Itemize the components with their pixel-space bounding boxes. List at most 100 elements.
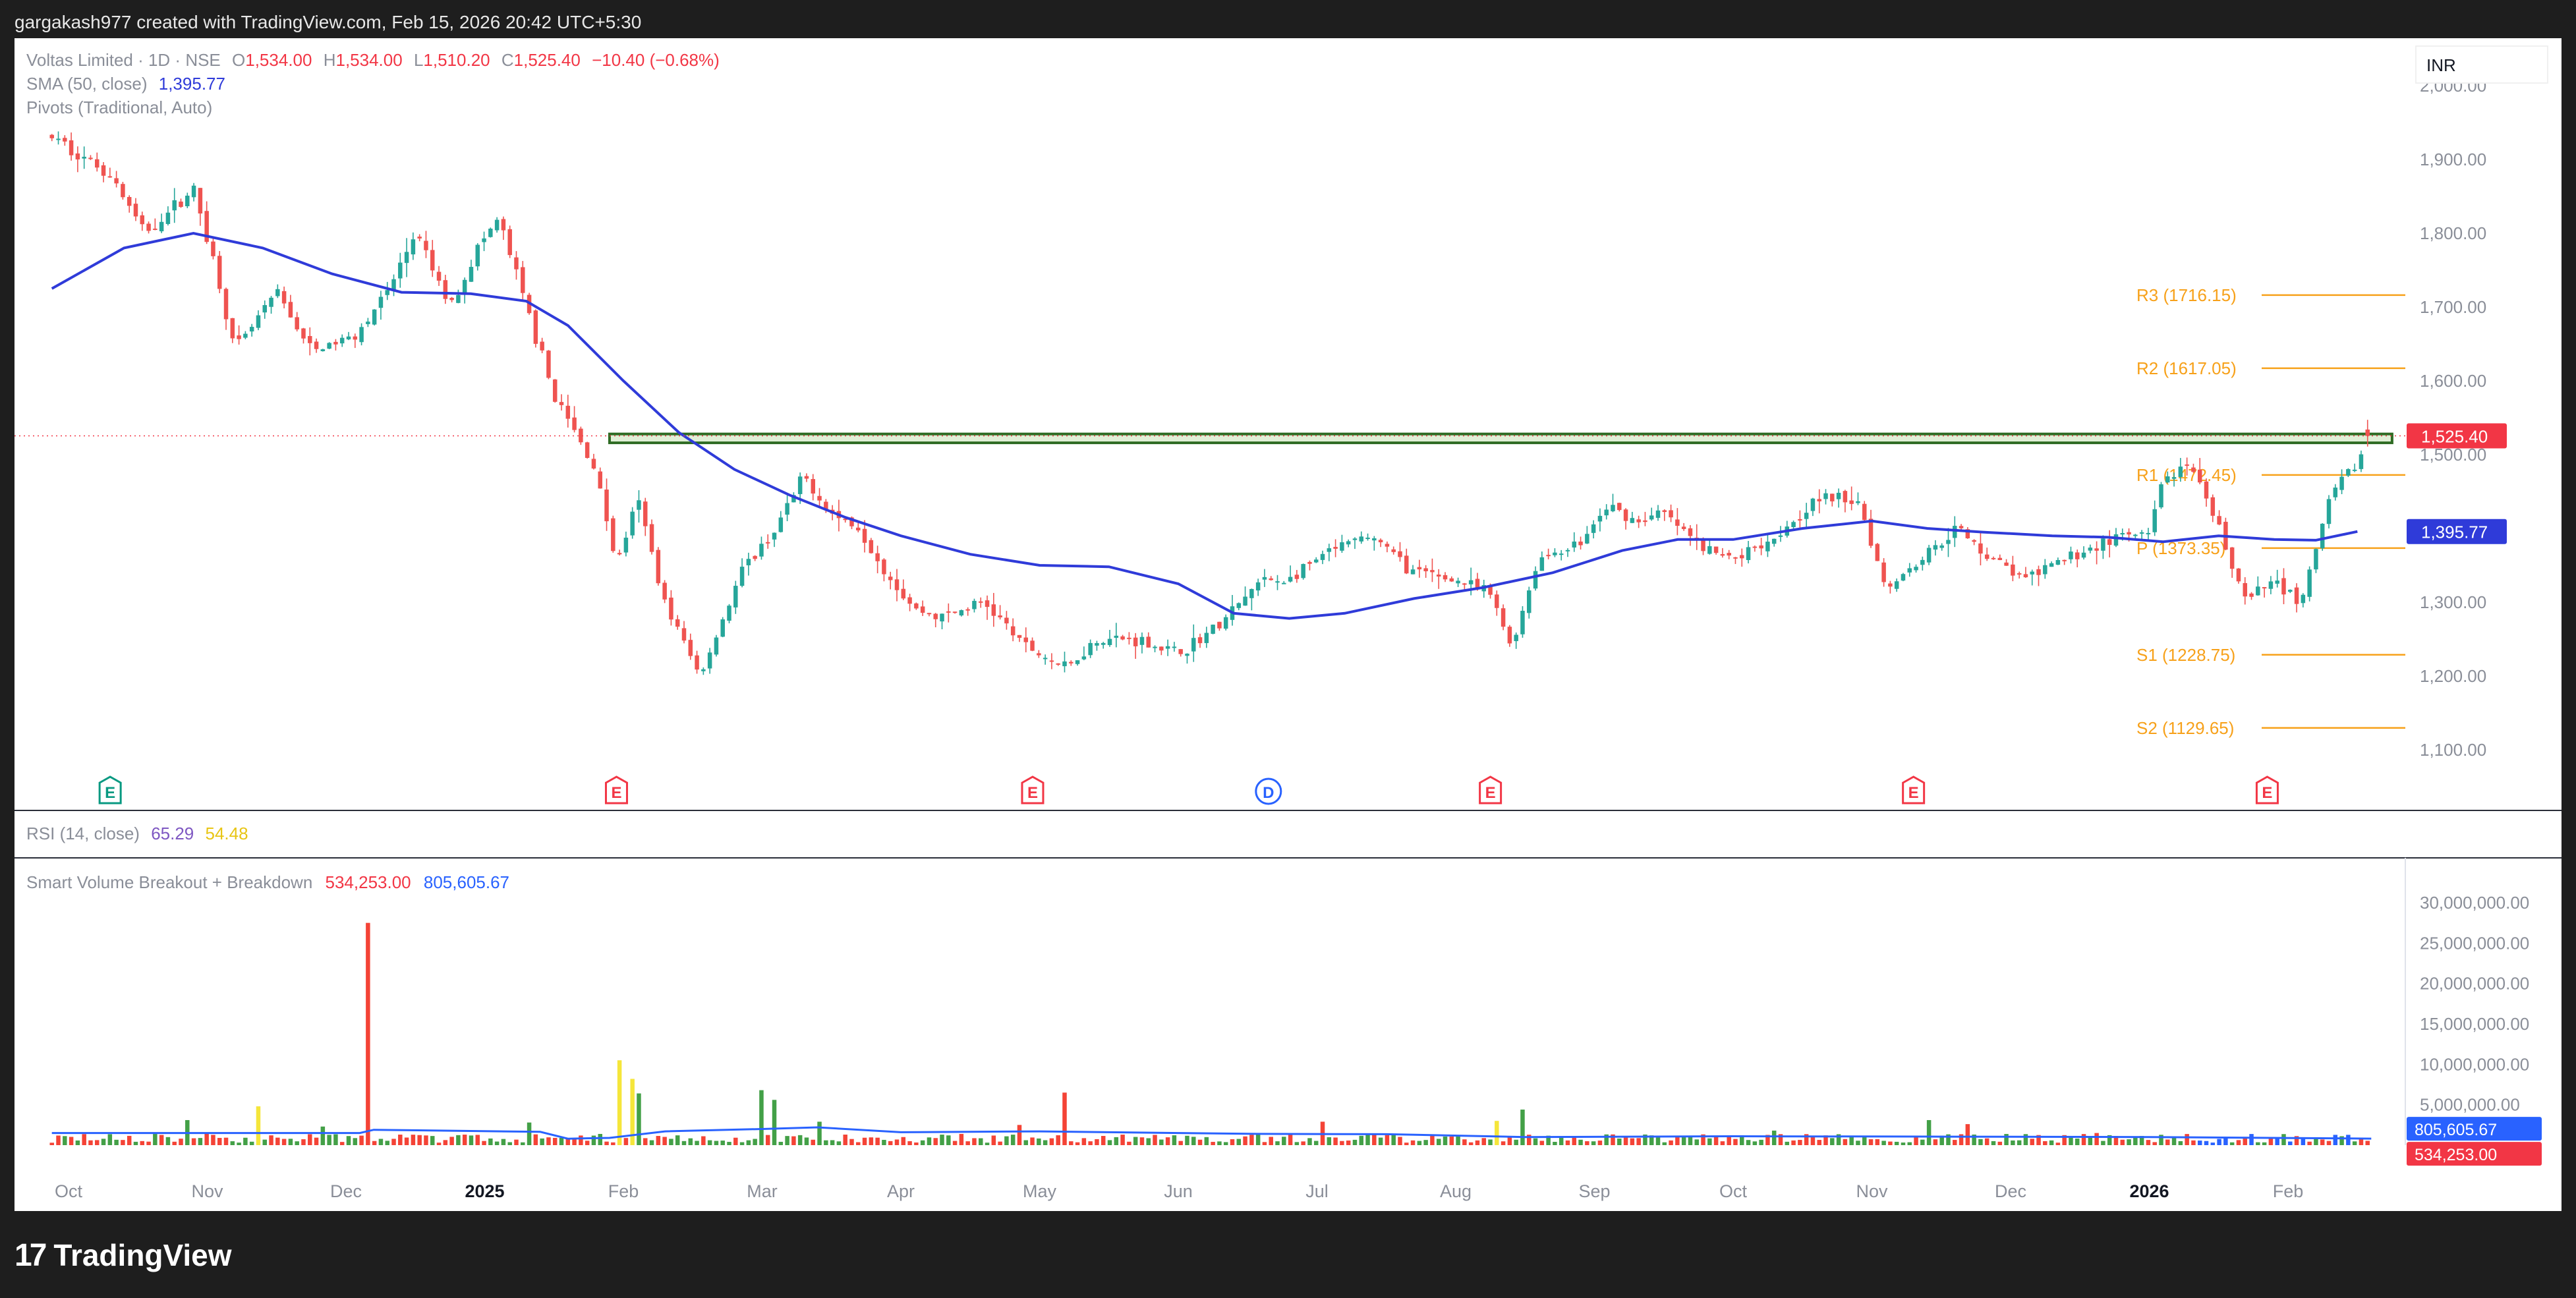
volume-bar (1313, 1141, 1319, 1145)
resistance-zone[interactable] (608, 432, 2393, 445)
candle-body (243, 333, 248, 338)
candle-body (2314, 549, 2318, 570)
volume-bar (2049, 1140, 2054, 1145)
chart-panel[interactable]: R3 (1716.15) R2 (1617.05) R1 (1472.45) P (1… (14, 38, 2562, 1211)
sma-legend[interactable]: SMA (50, close) 1,395.77 (26, 74, 225, 94)
candle-body (1849, 500, 1854, 504)
volume-bar (1172, 1135, 1177, 1145)
volume-bar (1217, 1141, 1222, 1145)
time-tick-label: Feb (2273, 1181, 2304, 1201)
rsi-legend[interactable]: RSI (14, close) 65.29 54.48 (26, 824, 248, 843)
volume-bar (1720, 1141, 1725, 1145)
volume-bar (1269, 1137, 1273, 1145)
candle-body (714, 637, 719, 655)
candle-body (1578, 541, 1583, 546)
volume-bar (2314, 1139, 2318, 1145)
candle-body (1669, 510, 1673, 518)
price-axis[interactable]: 1,100.001,200.001,300.001,400.001,500.00… (2407, 76, 2507, 760)
candle-body (1926, 548, 1932, 563)
candle-body (1346, 541, 1351, 545)
pivots-legend[interactable]: Pivots (Traditional, Auto) (26, 98, 212, 117)
symbol-legend[interactable]: Voltas Limited · 1D · NSE O1,534.00 H1,5… (26, 50, 720, 70)
event-marker-label: E (1027, 784, 1038, 802)
volume-axis[interactable]: 5,000,000.00 10,000,000.00 15,000,000.00 20… (2407, 893, 2542, 1166)
volume-bar (2288, 1141, 2293, 1145)
volume-bar (527, 1122, 532, 1145)
earnings-marker-icon[interactable] (2255, 776, 2279, 804)
earnings-marker-icon[interactable] (98, 776, 122, 804)
volume-bar (565, 1138, 571, 1145)
volume-bar (1255, 1134, 1261, 1145)
volume-bar (1785, 1141, 1790, 1145)
volume-bar (733, 1137, 738, 1145)
time-tick-label: Jul (1305, 1181, 1329, 1201)
volume-bar (759, 1090, 764, 1145)
candle-body (681, 628, 687, 641)
resistance-zone-rect[interactable] (608, 432, 2393, 445)
volume-last-badge (2407, 1142, 2542, 1166)
volume-bar (1617, 1138, 1622, 1145)
candle-body (862, 528, 867, 543)
candle-body (2011, 564, 2015, 576)
volume-bar (637, 1093, 641, 1145)
volume-bar (2023, 1134, 2028, 1145)
volume-bar (2243, 1137, 2247, 1145)
time-axis[interactable]: Oct Nov Dec 2025 Feb Mar Apr May Jun Jul Aug Sep Oct… (55, 1181, 2303, 1201)
volume-tick-label: 5,000,000.00 (2420, 1095, 2520, 1115)
volume-bar (2017, 1140, 2022, 1145)
earnings-marker-icon[interactable] (604, 776, 628, 804)
candle-body (875, 553, 880, 561)
dividend-marker-icon[interactable] (1255, 777, 1282, 805)
volume-bar (1488, 1139, 1493, 1145)
volume-bar (1713, 1136, 1719, 1145)
earnings-marker-icon[interactable] (1902, 776, 1926, 804)
volume-legend[interactable]: Smart Volume Breakout + Breakdown 534,25… (26, 872, 509, 892)
volume-bar (1456, 1136, 1460, 1145)
volume-bar (1546, 1135, 1551, 1145)
volume-bar (785, 1136, 789, 1145)
candle-body (1307, 561, 1312, 564)
price-tick-label: 1,100.00 (2420, 740, 2486, 760)
volume-bar (179, 1139, 183, 1145)
volume-bar (811, 1139, 816, 1145)
candle-body (965, 609, 970, 611)
candle-body (1771, 538, 1777, 544)
candle-body (1572, 541, 1577, 548)
price-chart[interactable]: R3 (1716.15)R2 (1617.05)R1 (1472.45)P (1… (14, 38, 2562, 1211)
volume-bar (2165, 1139, 2170, 1145)
currency-label: INR (2426, 55, 2456, 75)
volume-bar (2365, 1141, 2370, 1145)
volume-bar (1533, 1138, 1538, 1145)
volume-bar (1346, 1140, 1351, 1145)
candle-body (398, 262, 403, 279)
candle-body (540, 341, 544, 351)
volume-bar (894, 1139, 900, 1145)
candle-body (1391, 549, 1396, 552)
earnings-marker-icon[interactable] (1479, 776, 1503, 804)
candle-body (1965, 529, 1970, 538)
volume-bar (211, 1135, 215, 1145)
candle-body (791, 495, 796, 503)
candle-body (514, 257, 519, 269)
volume-bar (1655, 1136, 1661, 1145)
volume-bar (533, 1134, 538, 1145)
volume-bar (695, 1141, 699, 1145)
sma-line (51, 231, 2358, 620)
candle-body (546, 351, 551, 378)
candle-body (2152, 509, 2157, 532)
time-tick-label: Dec (330, 1181, 362, 1201)
volume-bar (572, 1138, 577, 1145)
candle-body (1153, 646, 1157, 648)
currency-selector[interactable] (2415, 45, 2548, 84)
candle-body (2069, 551, 2073, 559)
candle-body (449, 298, 454, 300)
volume-bar (140, 1141, 145, 1145)
candle-body (462, 279, 467, 293)
earnings-marker-icon[interactable] (1021, 776, 1045, 804)
volume-bar (836, 1141, 842, 1145)
volume-bar (301, 1139, 306, 1145)
candle-body (2043, 565, 2047, 575)
volume-bar (2223, 1137, 2228, 1145)
volume-bar (1933, 1139, 1938, 1145)
